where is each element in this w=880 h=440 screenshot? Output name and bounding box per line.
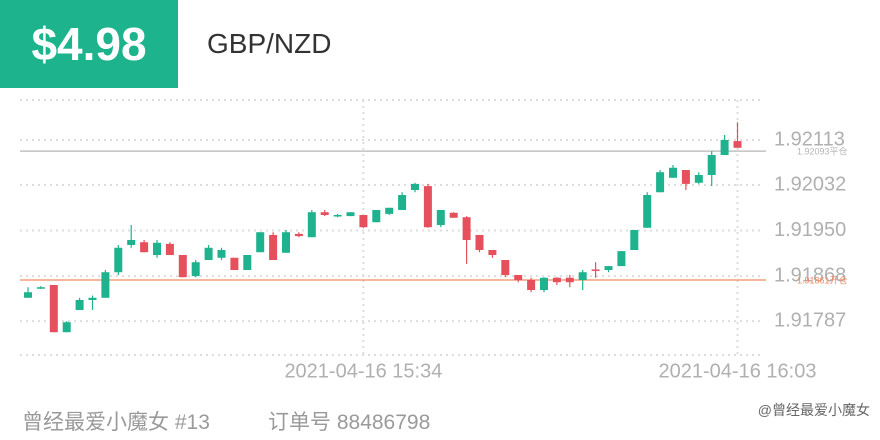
candle-body (320, 212, 329, 215)
candle-body (49, 285, 58, 333)
candle-body (294, 233, 303, 237)
candle-body (643, 195, 652, 228)
y-tick-label: 1.91950 (774, 219, 846, 241)
candle-body (191, 262, 200, 277)
candle-body (36, 287, 45, 289)
candle-body (153, 242, 161, 255)
candle-body (617, 251, 626, 267)
x-tick-label: 2021-04-16 16:03 (659, 360, 817, 382)
candle-body (333, 215, 342, 217)
candle-body (411, 183, 419, 190)
candle-body (462, 217, 471, 240)
candle-body (514, 275, 523, 280)
candle-body (501, 260, 510, 275)
watermark: @曾经最爱小魔女 (757, 402, 870, 418)
candle-body (307, 212, 316, 238)
reference-label: 1.91861开仓 (797, 274, 848, 285)
candle-body (127, 240, 136, 245)
candle-body (140, 242, 149, 253)
user-label: 曾经最爱小魔女 #13 (22, 411, 210, 434)
candle-body (217, 250, 226, 258)
candle-body (669, 167, 677, 178)
candle-body (552, 277, 561, 283)
candle-body (269, 235, 278, 260)
candle-body (436, 210, 445, 225)
candle-body (114, 247, 123, 273)
candle-body (88, 297, 97, 300)
candle-body (488, 250, 497, 255)
candle-body (101, 272, 110, 298)
candle-body (230, 257, 239, 270)
candle-body (359, 215, 368, 228)
candle-body (540, 277, 548, 290)
candle-body (423, 186, 432, 228)
candle-body (565, 277, 574, 283)
candle-body (75, 300, 84, 310)
y-tick-label: 1.92113 (774, 128, 845, 150)
candle-body (656, 172, 665, 193)
candle-body (449, 212, 458, 218)
y-tick-label: 1.91868 (774, 264, 846, 286)
pair-title: GBP/NZD (207, 28, 332, 59)
candle-body (256, 232, 265, 253)
candle-body (475, 235, 484, 250)
candle-body (282, 232, 290, 253)
candle-body (398, 195, 407, 210)
candle-body (385, 207, 394, 214)
candle-body (204, 247, 213, 260)
y-tick-label: 1.92032 (774, 173, 846, 195)
candle-body (707, 155, 716, 175)
y-tick-label: 1.91787 (774, 309, 846, 331)
candle-body (591, 269, 600, 271)
candle-body (694, 175, 703, 183)
candle-body (733, 141, 742, 148)
candle-body (630, 230, 639, 250)
candle-body (604, 266, 613, 270)
profit-badge: $4.98 (0, 0, 178, 88)
reference-label: 1.92093平仓 (797, 145, 848, 156)
candle-body (578, 272, 587, 280)
order-label: 订单号 88486798 (268, 411, 431, 434)
candle-body (720, 140, 729, 155)
candle-body (24, 292, 32, 298)
candle-body (346, 212, 355, 217)
candle-body (178, 255, 187, 278)
candle-body (372, 210, 381, 223)
candle-body (527, 280, 536, 290)
candle-body (681, 170, 690, 184)
candle-body (165, 243, 174, 255)
candle-body (62, 322, 71, 333)
x-tick-label: 2021-04-16 15:34 (284, 360, 442, 382)
candle-body (243, 255, 252, 270)
